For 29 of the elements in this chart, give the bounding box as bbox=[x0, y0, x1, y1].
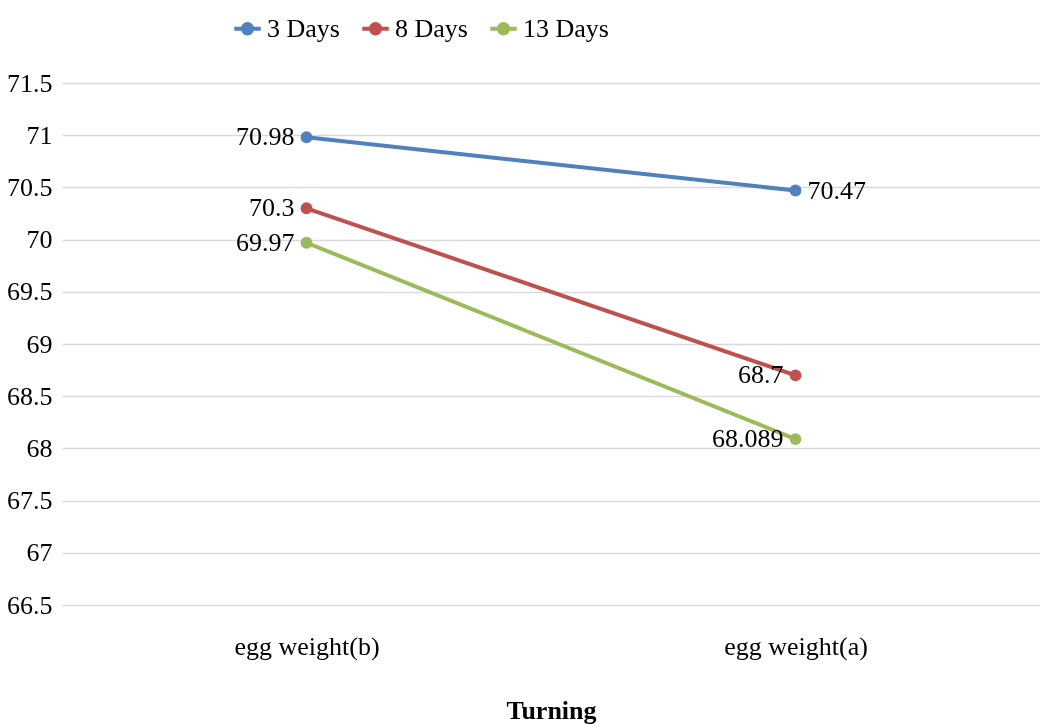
x-tick-label: egg weight(b) bbox=[234, 631, 380, 661]
y-tick-label: 70 bbox=[26, 225, 53, 255]
legend-label: 3 Days bbox=[267, 13, 340, 43]
data-label: 70.3 bbox=[249, 193, 295, 223]
point bbox=[300, 236, 313, 249]
point bbox=[789, 369, 802, 382]
point bbox=[300, 202, 313, 215]
legend-label: 13 Days bbox=[523, 13, 609, 43]
y-tick-label: 69 bbox=[26, 329, 53, 359]
data-label: 68.089 bbox=[712, 424, 784, 454]
y-tick-label: 71.5 bbox=[7, 68, 53, 98]
y-tick-label: 68.5 bbox=[7, 381, 53, 411]
y-tick-label: 71 bbox=[26, 120, 53, 150]
data-label: 70.98 bbox=[236, 122, 295, 152]
x-axis-title: Turning bbox=[506, 695, 597, 725]
y-tick-label: 67.5 bbox=[7, 486, 53, 516]
x-tick-label: egg weight(a) bbox=[724, 631, 868, 661]
point bbox=[300, 131, 313, 144]
y-tick-label: 68 bbox=[26, 433, 53, 463]
point bbox=[789, 433, 802, 446]
point bbox=[789, 184, 802, 197]
data-label: 70.47 bbox=[807, 175, 866, 205]
data-label: 69.97 bbox=[236, 227, 295, 257]
y-tick-label: 70.5 bbox=[7, 172, 53, 202]
data-label: 68.7 bbox=[738, 360, 784, 390]
y-tick-label: 69.5 bbox=[7, 277, 53, 307]
y-tick-label: 66.5 bbox=[7, 590, 53, 620]
legend-label: 8 Days bbox=[395, 13, 468, 43]
y-tick-label: 67 bbox=[26, 538, 53, 568]
